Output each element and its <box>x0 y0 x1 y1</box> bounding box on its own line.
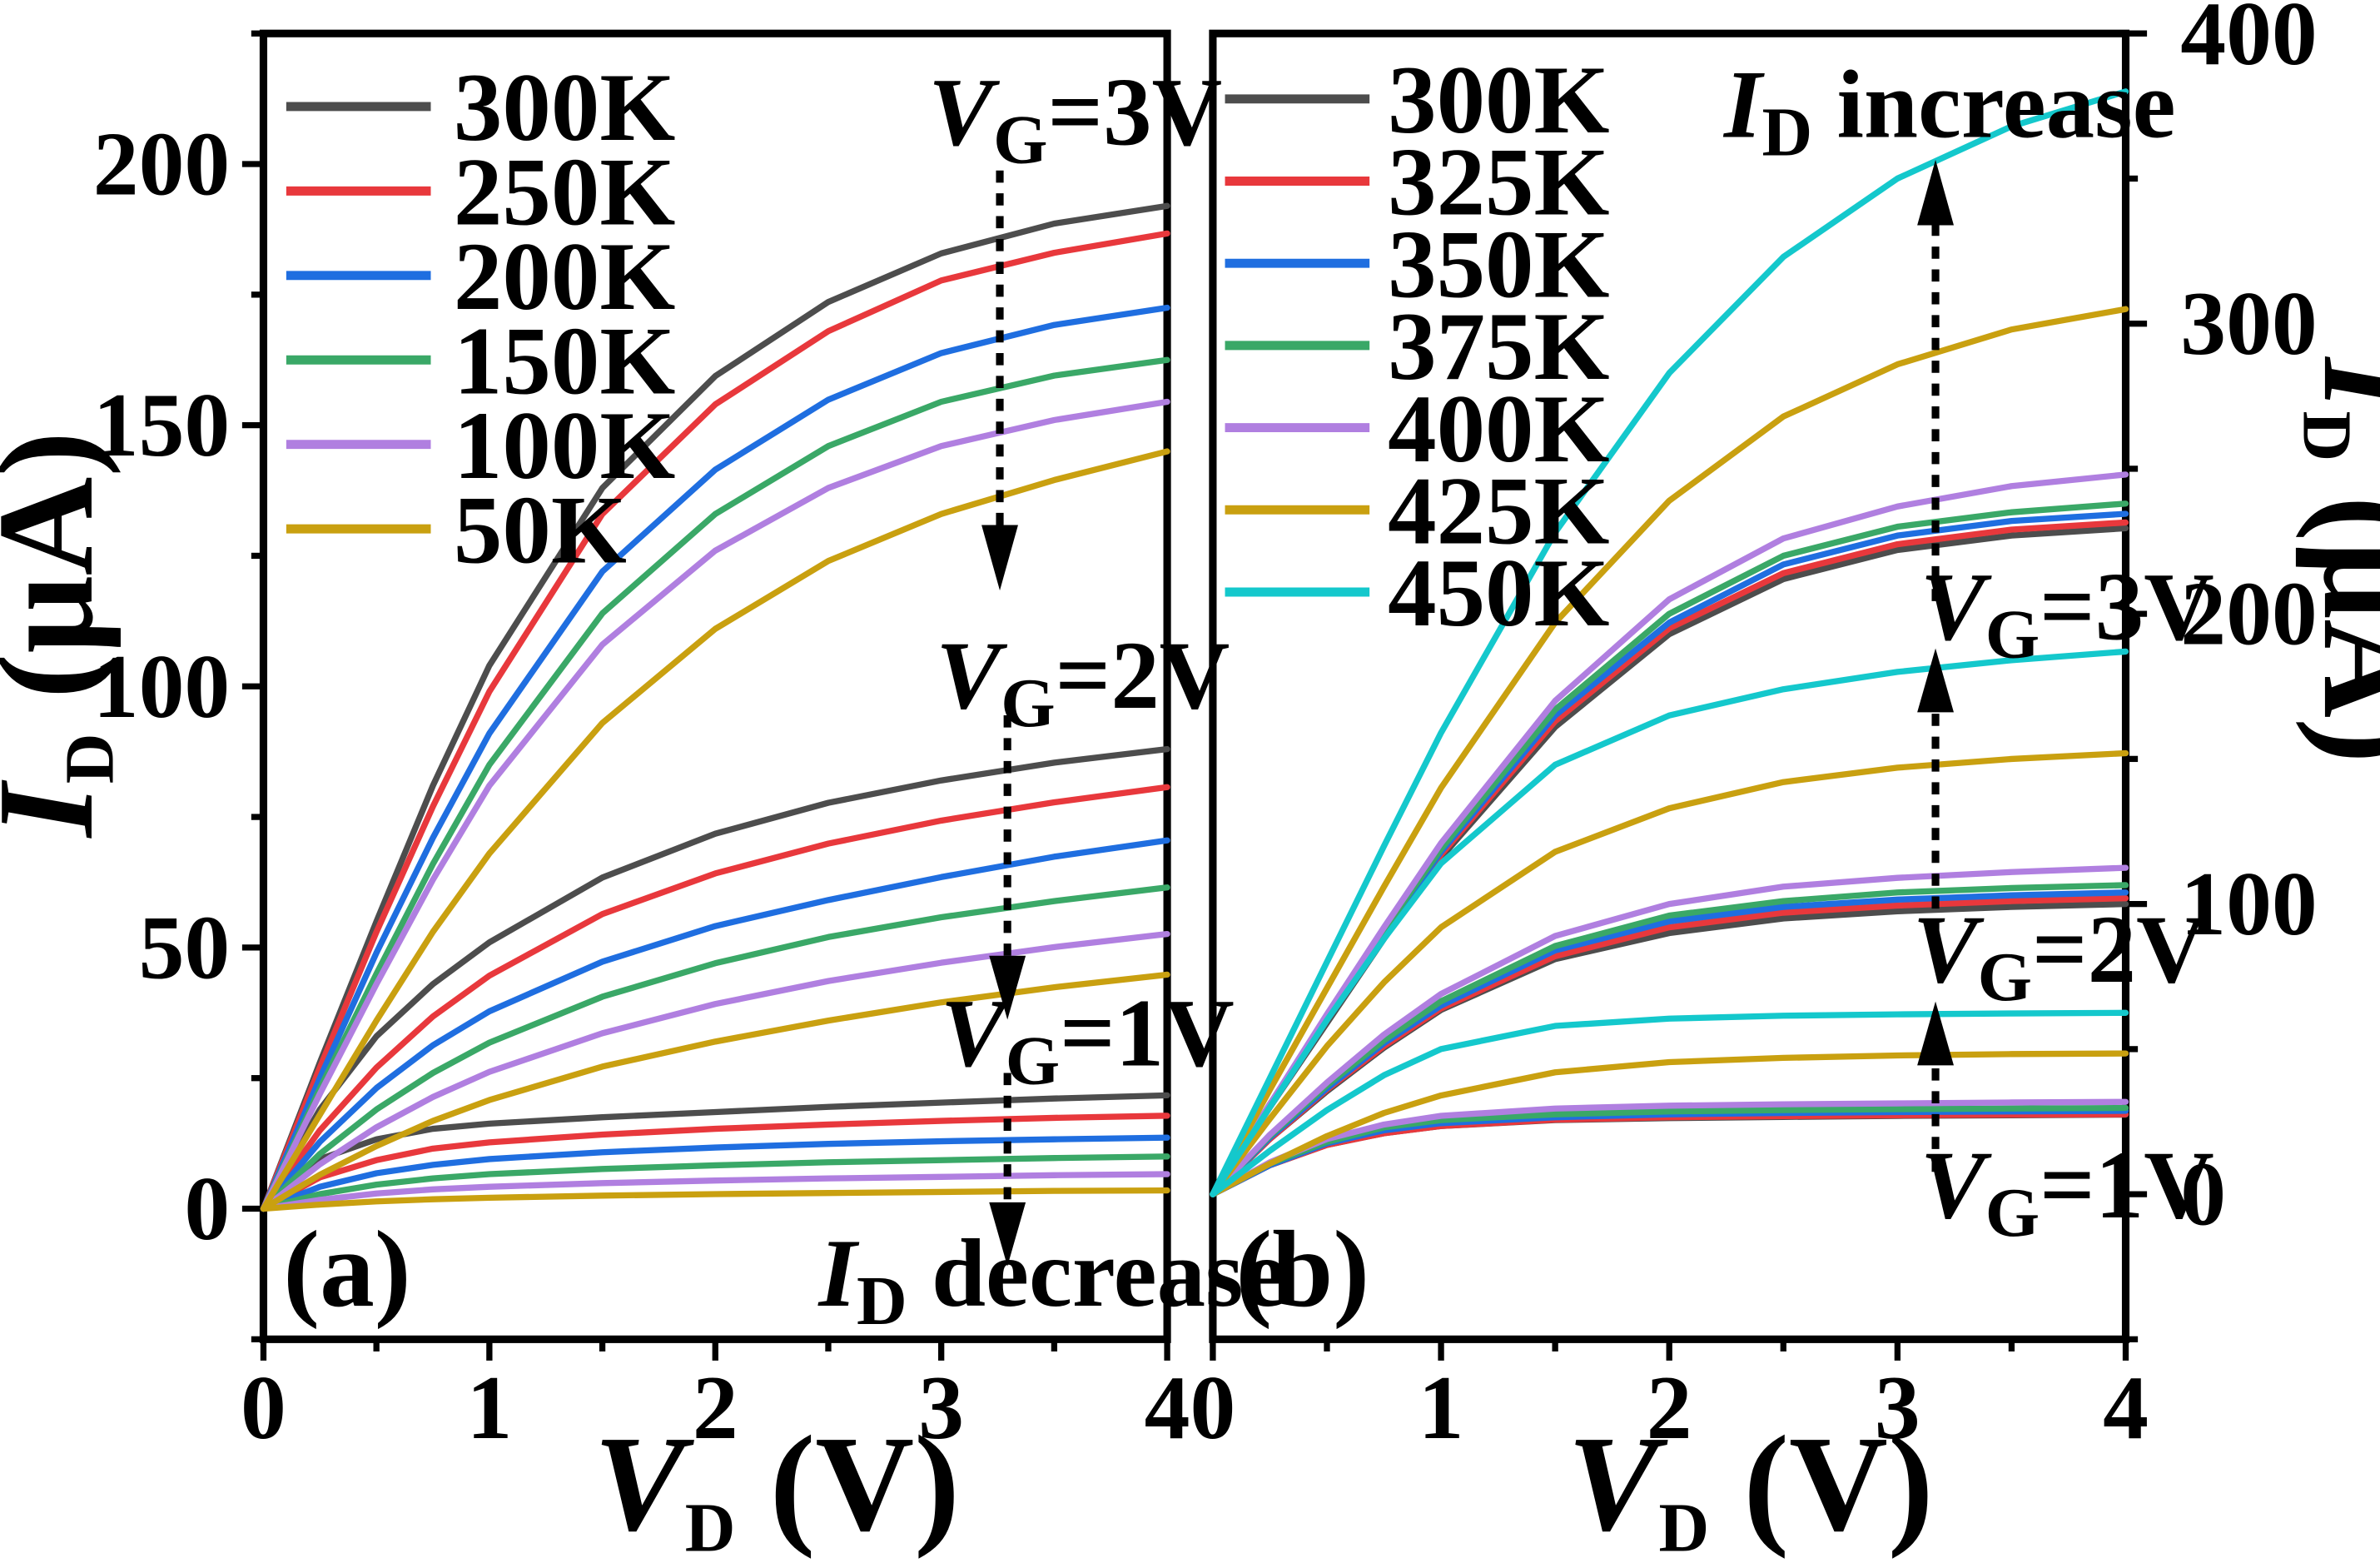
vg2-label-b: VG=2V <box>1913 896 2207 1016</box>
legend-label-a-2: 200K <box>454 223 675 331</box>
y-tick-label-b-2: 200 <box>2180 563 2317 665</box>
legend-label-b-3: 375K <box>1388 293 1609 401</box>
legend-label-a-0: 300K <box>454 54 675 162</box>
y-tick-label-b-3: 300 <box>2180 272 2317 374</box>
line-a-100K-vg3V <box>260 398 1170 1212</box>
x-tick-label-b-1: 1 <box>1419 1356 1464 1458</box>
x-tick-label-b-0: 0 <box>1190 1356 1236 1458</box>
trend-label-a: ID decrease <box>817 1220 1287 1340</box>
line-a-250K-vg3V <box>260 230 1170 1212</box>
arrow-head-b3 <box>1917 1001 1954 1066</box>
line-a-200K-vg3V <box>260 304 1170 1212</box>
legend-label-b-1: 325K <box>1388 129 1609 236</box>
line-a-250K-vg1V <box>260 1113 1170 1212</box>
trend-label-b: ID increase <box>1722 51 2176 171</box>
y-tick-label-b-1: 100 <box>2180 853 2317 954</box>
y-tick-label-a-1: 50 <box>139 896 231 998</box>
line-b-425K-vg3V <box>1210 306 2129 1197</box>
line-a-200K-vg1V <box>260 1134 1170 1212</box>
legend-label-b-5: 425K <box>1388 457 1609 565</box>
x-axis-title-b: VD (V) <box>1568 1407 1934 1563</box>
line-a-250K-vg2V <box>260 784 1170 1212</box>
line-a-150K-vg2V <box>260 884 1170 1212</box>
y-tick-label-a-4: 200 <box>93 113 230 215</box>
vg1-label-a: VG=1V <box>941 979 1235 1099</box>
vg3-label-b: VG=3V <box>1920 554 2214 674</box>
arrow-head-a2 <box>989 955 1026 1020</box>
y-ticks-b: 0 100 200 300 400 <box>2125 0 2318 1342</box>
x-tick-label-a-1: 1 <box>466 1356 512 1458</box>
y-tick-label-a-2: 100 <box>93 635 230 737</box>
arrow-head-b1 <box>1917 159 1954 226</box>
line-a-100K-vg1V <box>260 1171 1170 1212</box>
x-axis-title-a: VD (V) <box>594 1407 960 1563</box>
legend-label-b-0: 300K <box>1388 47 1609 154</box>
y-tick-label-a-3: 150 <box>93 374 230 475</box>
arrow-head-a3 <box>989 1202 1026 1267</box>
arrow-head-a1 <box>981 525 1018 591</box>
x-ticks-b: 0 1 2 3 4 <box>1190 1339 2149 1458</box>
legend-label-a-4: 100K <box>454 392 675 500</box>
panel-b: 0 1 2 3 4 0 100 200 300 400 300K325K350K375K400K… <box>1190 0 2380 1563</box>
panel-a: 0 1 2 3 4 0 50 100 150 200 300K250K200K150K100K5… <box>0 29 1287 1563</box>
line-a-300K-vg2V <box>260 745 1170 1212</box>
x-tick-label-a-0: 0 <box>241 1356 286 1458</box>
y-tick-label-b-4: 400 <box>2180 0 2317 84</box>
legend-label-a-1: 250K <box>454 139 675 246</box>
x-tick-label-a-4: 4 <box>1145 1356 1190 1458</box>
x-ticks-a: 0 1 2 3 4 <box>241 1339 1190 1458</box>
legend-label-b-4: 400K <box>1388 376 1609 483</box>
y-tick-label-a-0: 0 <box>184 1157 230 1259</box>
vg2-label-a: VG=2V <box>936 622 1230 742</box>
x-tick-label-a-2: 2 <box>693 1356 738 1458</box>
legend-label-b-2: 350K <box>1388 211 1609 318</box>
x-tick-label-b-3: 3 <box>1875 1356 1920 1458</box>
arrow-head-b2 <box>1917 648 1954 713</box>
line-a-300K-vg3V <box>260 202 1170 1212</box>
legend-label-a-5: 50K <box>454 476 627 584</box>
y-axis-title-b: ID (μA) <box>2288 356 2380 763</box>
legend-label-b-6: 450K <box>1388 540 1609 647</box>
line-a-100K-vg2V <box>260 930 1170 1212</box>
line-a-150K-vg3V <box>260 356 1170 1212</box>
panel-label-b: (b) <box>1235 1209 1369 1330</box>
y-tick-label-b-0: 0 <box>2180 1143 2226 1245</box>
panel-label-a: (a) <box>283 1209 410 1330</box>
line-a-50K-vg2V <box>260 971 1170 1212</box>
legend-label-a-3: 150K <box>454 307 675 415</box>
x-tick-label-a-3: 3 <box>918 1356 964 1458</box>
line-b-400K-vg3V <box>1210 471 2129 1197</box>
line-a-300K-vg1V <box>260 1092 1170 1212</box>
vg3-label-a: VG=3V <box>928 59 1222 179</box>
y-ticks-a: 0 50 100 150 200 <box>93 30 264 1342</box>
x-tick-label-b-4: 4 <box>2103 1356 2149 1458</box>
vg1-label-b: VG=1V <box>1920 1132 2214 1252</box>
line-a-200K-vg2V <box>260 837 1170 1212</box>
line-a-50K-vg3V <box>260 448 1170 1212</box>
x-tick-label-b-2: 2 <box>1647 1356 1692 1458</box>
y-axis-title-a: ID (μA) <box>0 431 129 839</box>
plot-frame-b <box>1209 29 2130 1343</box>
line-a-50K-vg1V <box>260 1187 1170 1212</box>
line-a-150K-vg1V <box>260 1153 1170 1212</box>
lines-a <box>260 202 1170 1212</box>
